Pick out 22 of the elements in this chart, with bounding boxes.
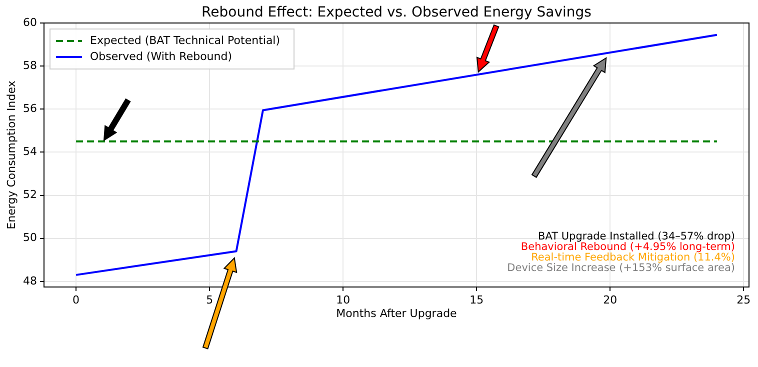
annotation: BAT Upgrade Installed (34–57% drop) bbox=[538, 230, 735, 243]
legend-label: Expected (BAT Technical Potential) bbox=[90, 34, 280, 47]
x-tick-label: 15 bbox=[470, 293, 484, 306]
annotation: Device Size Increase (+153% surface area) bbox=[507, 262, 735, 274]
legend-label: Observed (With Rebound) bbox=[90, 50, 232, 63]
y-tick-label: 58 bbox=[23, 58, 37, 72]
y-tick-label: 52 bbox=[23, 188, 37, 202]
x-axis-title: Months After Upgrade bbox=[336, 306, 458, 320]
y-tick-label: 60 bbox=[23, 16, 37, 29]
x-tick-label: 5 bbox=[206, 293, 214, 306]
y-axis-title: Energy Consumption Index bbox=[4, 80, 18, 230]
annotation: Behavioral Rebound (+4.95% long-term) bbox=[520, 241, 735, 254]
chart-title: Rebound Effect: Expected vs. Observed Energy Savings bbox=[202, 4, 592, 21]
x-tick-label: 20 bbox=[603, 293, 618, 306]
y-tick-label: 56 bbox=[23, 102, 37, 115]
y-tick-label: 50 bbox=[23, 231, 37, 244]
x-tick-label: 25 bbox=[736, 293, 751, 306]
x-tick-label: 0 bbox=[72, 293, 80, 306]
y-tick-label: 54 bbox=[23, 145, 37, 158]
annotation: Real-time Feedback Mitigation (11.4%) bbox=[531, 252, 735, 264]
x-tick-label: 10 bbox=[336, 293, 350, 306]
y-tick-label: 48 bbox=[23, 274, 37, 288]
